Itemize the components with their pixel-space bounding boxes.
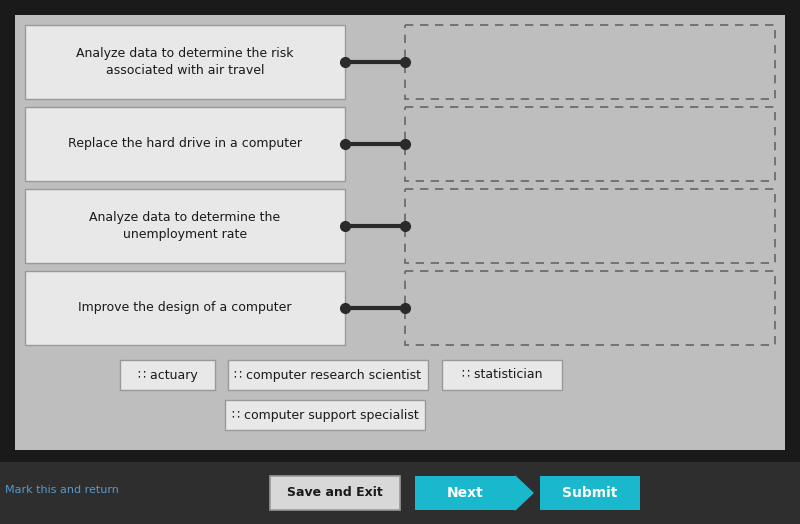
Text: Improve the design of a computer: Improve the design of a computer (78, 301, 292, 314)
Bar (270, 476, 400, 510)
Bar (405, 25, 775, 99)
Bar (120, 360, 215, 390)
Text: Next: Next (446, 486, 483, 500)
Text: ∷ statistician: ∷ statistician (462, 368, 542, 381)
Text: ∷ actuary: ∷ actuary (138, 368, 198, 381)
Bar (405, 189, 775, 263)
Bar (25, 25, 345, 99)
Text: Analyze data to determine the risk
associated with air travel: Analyze data to determine the risk assoc… (76, 47, 294, 77)
Bar (442, 360, 562, 390)
Text: ∷ computer research scientist: ∷ computer research scientist (234, 368, 422, 381)
Bar (25, 189, 345, 263)
Text: ∷ computer support specialist: ∷ computer support specialist (232, 409, 418, 421)
Text: Submit: Submit (562, 486, 618, 500)
Text: Save and Exit: Save and Exit (287, 486, 383, 499)
Bar (25, 271, 345, 345)
Bar (415, 476, 515, 510)
Polygon shape (515, 476, 533, 510)
Bar (25, 107, 345, 181)
Bar (15, 15, 785, 450)
Text: Replace the hard drive in a computer: Replace the hard drive in a computer (68, 137, 302, 150)
Text: Analyze data to determine the
unemployment rate: Analyze data to determine the unemployme… (90, 211, 281, 241)
Bar (405, 271, 775, 345)
Bar (405, 107, 775, 181)
Bar (225, 400, 425, 430)
Bar (0, 462, 800, 524)
Bar (228, 360, 428, 390)
Bar (540, 476, 640, 510)
Text: Mark this and return: Mark this and return (5, 485, 119, 495)
